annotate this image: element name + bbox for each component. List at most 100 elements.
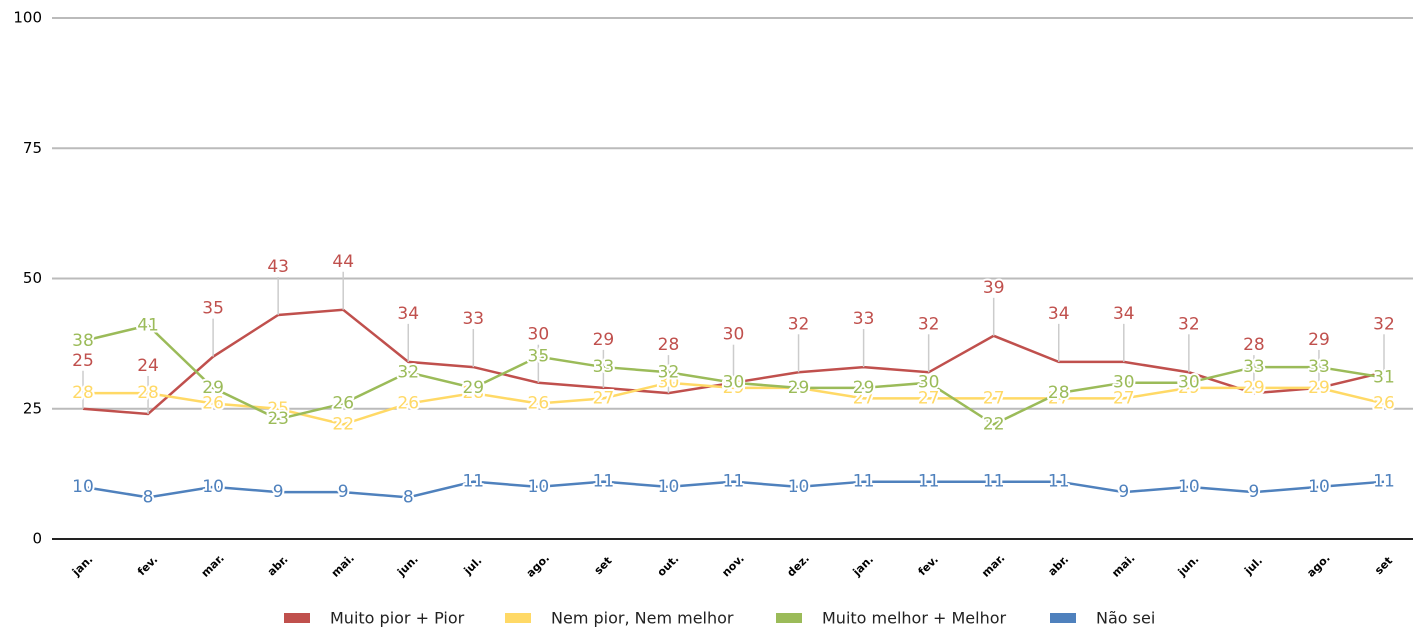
data-label: 26	[202, 394, 224, 414]
x-tick-label: fev.	[135, 553, 160, 578]
legend-swatch	[1050, 613, 1076, 623]
data-label: 28	[1048, 383, 1070, 403]
data-label: 34	[1048, 304, 1070, 324]
data-label: 23	[267, 409, 289, 429]
data-label: 9	[338, 482, 349, 502]
x-tick-label: mar.	[979, 552, 1007, 580]
data-label: 38	[72, 331, 94, 351]
data-label: 33	[1308, 357, 1330, 377]
data-label: 10	[72, 477, 94, 497]
data-label: 29	[593, 330, 615, 350]
data-label: 29	[853, 378, 875, 398]
x-tick-label: mar.	[199, 552, 227, 580]
data-label: 27	[1048, 388, 1070, 408]
data-label: 11	[1373, 472, 1395, 492]
legend-label: Não sei	[1096, 609, 1155, 628]
data-label: 25	[72, 351, 94, 371]
x-tick-label: jul.	[1241, 554, 1265, 578]
data-label: 11	[593, 472, 615, 492]
data-label: 9	[1118, 482, 1129, 502]
data-label: 28	[72, 383, 94, 403]
data-label: 29	[723, 378, 745, 398]
x-tick-label: jun.	[394, 553, 421, 580]
data-label: 10	[1308, 477, 1330, 497]
data-label: 29	[462, 378, 484, 398]
x-tick-label: jun.	[1175, 553, 1202, 580]
x-tick-label: abr.	[1046, 553, 1072, 579]
data-label: 8	[403, 487, 414, 507]
data-label: 35	[528, 347, 550, 367]
data-label: 22	[332, 414, 354, 434]
data-label: 26	[528, 394, 550, 414]
data-label: 25	[267, 399, 289, 419]
data-label: 32	[1373, 314, 1395, 334]
y-tick-label: 100	[13, 9, 42, 27]
data-label: 11	[723, 472, 745, 492]
data-label: 44	[332, 252, 354, 272]
x-tick-label: jul.	[461, 554, 485, 578]
data-label: 32	[788, 314, 810, 334]
x-tick-label: out.	[655, 552, 682, 579]
x-tick-label: abr.	[265, 553, 291, 579]
y-tick-label: 75	[23, 139, 42, 157]
series-line	[82, 480, 1385, 499]
data-label: 29	[788, 378, 810, 398]
data-label: 9	[1248, 482, 1259, 502]
y-tick-label: 50	[23, 269, 42, 287]
data-label: 11	[918, 472, 940, 492]
data-label: 10	[202, 477, 224, 497]
data-label: 11	[462, 472, 484, 492]
data-label: 30	[723, 325, 745, 345]
data-label: 11	[1048, 472, 1070, 492]
x-tick-label: mai.	[329, 552, 357, 580]
data-label: 26	[397, 394, 419, 414]
data-label: 29	[1308, 378, 1330, 398]
data-label: 34	[397, 304, 419, 324]
legend-swatch	[284, 613, 310, 623]
data-label: 30	[1113, 373, 1135, 393]
y-tick-label: 0	[32, 530, 42, 548]
data-label: 39	[983, 278, 1005, 298]
x-tick-label: ago.	[524, 551, 552, 579]
legend-swatch	[776, 613, 802, 623]
x-tick-label: fev.	[916, 553, 941, 578]
legend-label: Nem pior, Nem melhor	[551, 609, 734, 628]
data-label: 29	[788, 378, 810, 398]
data-label: 29	[1308, 330, 1330, 350]
data-label: 10	[658, 477, 680, 497]
data-label: 8	[143, 487, 154, 507]
data-label: 30	[723, 373, 745, 393]
data-label: 30	[1178, 373, 1200, 393]
x-tick-label: mai.	[1109, 552, 1137, 580]
data-label: 43	[267, 257, 289, 277]
x-tick-label: jan.	[850, 553, 876, 579]
x-tick-label: set	[1372, 554, 1395, 577]
data-label: 9	[273, 482, 284, 502]
data-label: 33	[462, 309, 484, 329]
data-label: 27	[983, 388, 1005, 408]
data-label: 29	[1178, 378, 1200, 398]
data-label: 28	[1243, 335, 1265, 355]
x-tick-label: set	[592, 554, 615, 577]
legend-swatch	[505, 613, 531, 623]
data-label: 10	[1178, 477, 1200, 497]
data-label: 29	[202, 378, 224, 398]
data-label: 35	[202, 299, 224, 319]
data-label: 11	[983, 472, 1005, 492]
legend-label: Muito melhor + Melhor	[822, 609, 1007, 628]
data-label: 26	[1373, 394, 1395, 414]
data-label: 30	[918, 373, 940, 393]
data-label: 27	[593, 388, 615, 408]
x-tick-label: jan.	[69, 553, 95, 579]
data-label: 32	[658, 362, 680, 382]
data-label: 31	[1373, 367, 1395, 387]
legend-label: Muito pior + Pior	[330, 609, 465, 628]
data-label: 41	[137, 315, 159, 335]
data-label: 27	[918, 388, 940, 408]
data-label: 33	[593, 357, 615, 377]
data-label: 32	[918, 314, 940, 334]
data-label: 30	[658, 373, 680, 393]
data-label: 27	[1113, 388, 1135, 408]
data-label: 30	[528, 325, 550, 345]
